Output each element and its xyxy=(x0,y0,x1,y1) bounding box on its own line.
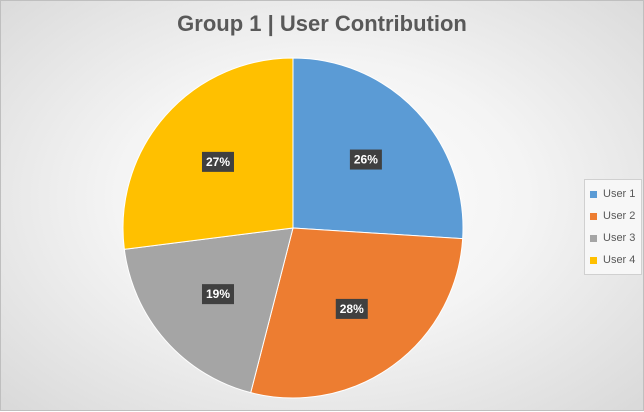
legend-swatch xyxy=(590,234,597,242)
data-label-text: 27% xyxy=(206,155,230,169)
data-label-text: 19% xyxy=(206,287,230,301)
legend-swatch xyxy=(590,256,597,264)
legend-swatch xyxy=(590,212,597,220)
legend: User 1 User 2 User 3 User 4 xyxy=(584,179,643,275)
legend-label: User 4 xyxy=(603,254,636,266)
legend-label: User 2 xyxy=(603,210,636,222)
data-label-box xyxy=(201,151,234,172)
data-label-text: 28% xyxy=(340,302,364,316)
legend-item-user-3: User 3 xyxy=(590,227,635,249)
data-label-text: 26% xyxy=(354,153,378,167)
data-label-user-3: 19% xyxy=(201,284,234,305)
legend-item-user-2: User 2 xyxy=(590,205,635,227)
legend-label: User 1 xyxy=(603,188,636,200)
data-label-box xyxy=(335,298,368,319)
pie-slice-user-1 xyxy=(292,57,464,240)
data-label-user-1: 26% xyxy=(349,149,382,170)
data-label-user-4: 27% xyxy=(201,151,234,172)
data-label-box xyxy=(201,284,234,305)
data-label-box xyxy=(349,149,382,170)
legend-item-user-1: User 1 xyxy=(590,183,635,205)
legend-label: User 3 xyxy=(603,232,636,244)
data-label-user-2: 28% xyxy=(335,298,368,319)
legend-swatch xyxy=(590,190,597,198)
pie-slice-user-3 xyxy=(123,227,294,394)
chart-title: Group 1 | User Contribution xyxy=(177,11,467,36)
legend-item-user-4: User 4 xyxy=(590,249,635,271)
